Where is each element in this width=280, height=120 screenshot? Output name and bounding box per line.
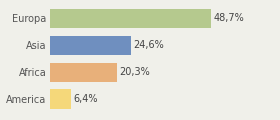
Text: 6,4%: 6,4% [74, 94, 98, 104]
Text: 48,7%: 48,7% [213, 13, 244, 23]
Text: 24,6%: 24,6% [134, 40, 164, 50]
Bar [50, 90, 71, 109]
Bar [50, 9, 211, 28]
Bar [50, 63, 117, 82]
Bar [50, 36, 131, 55]
Text: 20,3%: 20,3% [120, 67, 150, 77]
